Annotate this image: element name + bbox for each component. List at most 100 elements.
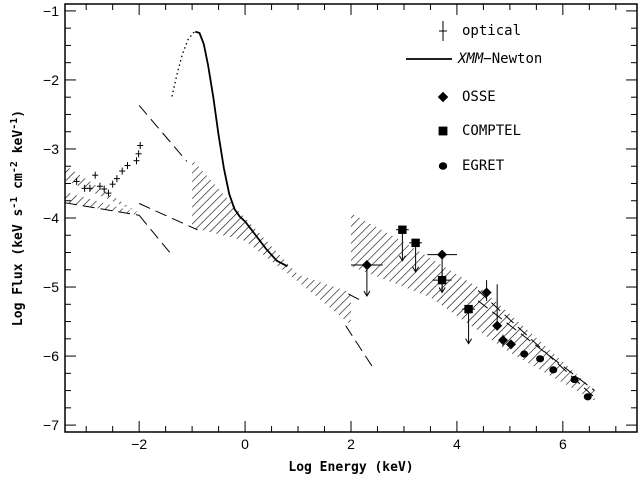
- comptel-point: [462, 304, 475, 345]
- cross-marker: [86, 184, 93, 192]
- legend-label: OSSE: [462, 89, 496, 105]
- legend-entry: EGRET: [438, 158, 505, 174]
- legend: optical XMM−Newton OSSE COMPTEL EGRET: [406, 21, 542, 174]
- egret-point: [583, 393, 592, 401]
- x-tick-label: 4: [453, 436, 461, 452]
- dashed-model-line: [138, 105, 188, 162]
- optical-point: [92, 171, 99, 179]
- comptel-point: [396, 225, 409, 262]
- upper-limit-arrow: [412, 266, 420, 273]
- y-tick-label: −1: [43, 3, 59, 19]
- egret-point: [536, 355, 545, 363]
- cross-marker: [92, 171, 99, 179]
- y-axis-label-exponent: -1: [9, 118, 20, 130]
- y-tick-label: −7: [43, 417, 59, 433]
- x-tick-label: 6: [559, 436, 567, 452]
- legend-entry: optical: [439, 21, 521, 41]
- comptel-point: [432, 269, 452, 291]
- y-axis-label-exponent: -1: [9, 197, 20, 209]
- cross-marker: [73, 177, 80, 185]
- diamond-marker: [492, 320, 503, 331]
- x-tick-label: −2: [131, 436, 147, 452]
- osse-point: [498, 334, 509, 346]
- y-tick-label: −4: [43, 210, 59, 226]
- dashed-model-line: [348, 293, 362, 302]
- optical-point: [105, 189, 112, 197]
- xmm-newton-line: [195, 30, 288, 268]
- legend-label: optical: [462, 23, 521, 39]
- optical-point: [119, 167, 126, 175]
- cross-marker: [105, 189, 112, 197]
- y-tick-label: −5: [43, 279, 59, 295]
- cross-marker: [124, 162, 131, 170]
- legend-entry: OSSE: [437, 89, 496, 105]
- legend-label: COMPTEL: [462, 123, 521, 139]
- cross-marker: [109, 180, 116, 188]
- osse-point: [481, 280, 492, 301]
- osse-point: [492, 284, 503, 331]
- egret-point: [520, 350, 529, 358]
- egret-point: [549, 366, 558, 374]
- circle-marker: [520, 350, 529, 358]
- upper-limit-arrow: [465, 338, 473, 345]
- dashed-model-line: [138, 203, 198, 231]
- y-axis-label-exponent: -2: [9, 161, 20, 173]
- cross-marker: [133, 157, 140, 165]
- comptel-point: [409, 238, 422, 273]
- legend-label: EGRET: [462, 158, 505, 174]
- optical-point: [109, 180, 116, 188]
- x-axis-label: Log Energy (keV): [288, 460, 413, 475]
- y-axis-label-text: ): [11, 110, 26, 118]
- legend-entry: COMPTEL: [438, 123, 521, 139]
- diamond-marker: [498, 335, 509, 346]
- optical-point: [113, 175, 120, 183]
- legend-circle-swatch: [438, 162, 448, 170]
- data-points: [73, 142, 592, 401]
- legend-label-rest: −Newton: [483, 51, 542, 67]
- upper-limit-arrow: [438, 287, 446, 294]
- circle-marker: [549, 366, 558, 374]
- diamond-marker: [505, 339, 516, 350]
- y-axis-label-text: keV: [11, 130, 26, 161]
- y-axis-label-text: Log Flux (keV s: [11, 209, 26, 326]
- cross-marker: [101, 185, 108, 193]
- diamond-marker: [437, 249, 448, 260]
- optical-point: [73, 177, 80, 185]
- circle-marker: [536, 355, 545, 363]
- optical-point: [137, 142, 144, 150]
- osse-point: [351, 259, 383, 297]
- optical-point: [81, 184, 88, 192]
- legend-square-swatch: [438, 126, 448, 136]
- optical-point: [124, 162, 131, 170]
- optical-point: [133, 157, 140, 165]
- hatched-bowties: [65, 159, 595, 401]
- legend-label: XMM−Newton: [457, 51, 542, 67]
- x-tick-label: 0: [241, 436, 249, 452]
- cross-marker: [137, 142, 144, 150]
- legend-label-italic: XMM: [457, 51, 484, 67]
- osse-point: [505, 339, 516, 350]
- upper-limit-arrow: [398, 255, 406, 262]
- tick-labels: −2 0 2 4 6 −7 −6 −5 −4 −3 −2 −1: [43, 3, 567, 452]
- square-marker: [398, 225, 407, 234]
- dashed-model-line: [64, 202, 140, 216]
- y-axis-label-text: cm: [11, 173, 26, 197]
- square-marker: [464, 304, 473, 314]
- cross-marker: [81, 184, 88, 192]
- optical-point: [86, 184, 93, 192]
- cross-marker: [113, 175, 120, 183]
- square-marker: [411, 238, 420, 248]
- x-tick-label: 2: [347, 436, 355, 452]
- optical-point: [96, 182, 103, 190]
- y-tick-label: −6: [43, 348, 59, 364]
- y-tick-label: −3: [43, 141, 59, 157]
- hatched-bowtie: [65, 165, 140, 216]
- dashed-model-line: [345, 325, 373, 367]
- cross-marker: [135, 150, 142, 158]
- y-axis-label: Log Flux (keV s-1 cm-2 keV-1): [9, 110, 26, 326]
- upper-limit-arrow: [363, 290, 371, 297]
- legend-entry: XMM−Newton: [406, 51, 542, 67]
- xmm-newton-dotted-line: [171, 31, 196, 97]
- cross-marker: [96, 182, 103, 190]
